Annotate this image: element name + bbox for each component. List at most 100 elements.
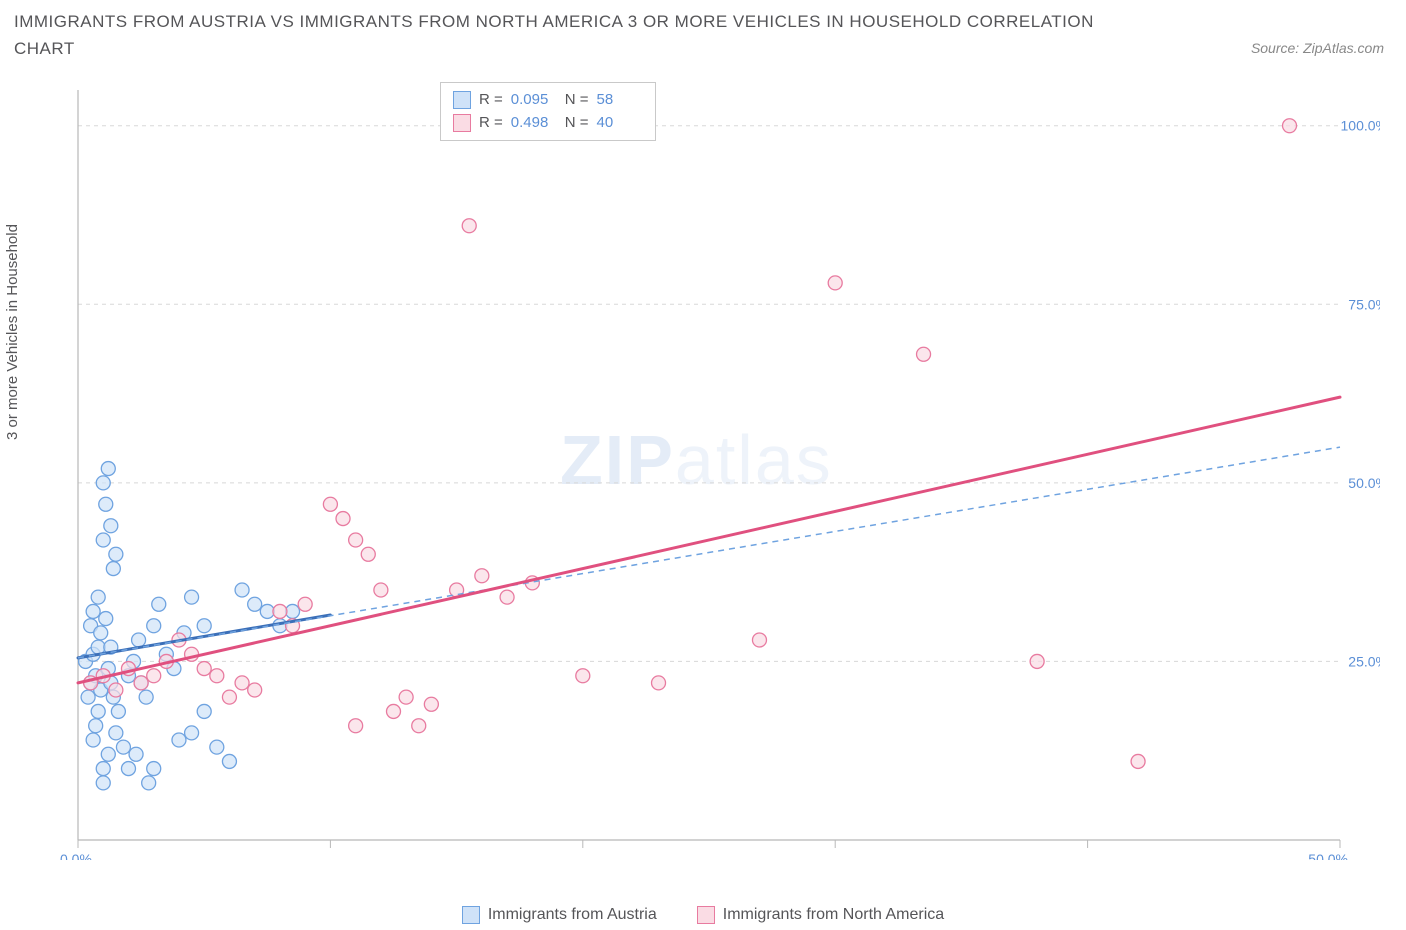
n-label: N = bbox=[565, 112, 589, 135]
data-point bbox=[399, 690, 413, 704]
data-point bbox=[336, 512, 350, 526]
data-point bbox=[86, 604, 100, 618]
data-point bbox=[361, 547, 375, 561]
r-label: R = bbox=[479, 89, 503, 112]
data-point bbox=[197, 662, 211, 676]
data-point bbox=[387, 704, 401, 718]
data-point bbox=[147, 762, 161, 776]
chart-area: 25.0%50.0%75.0%100.0%0.0%50.0% bbox=[50, 80, 1380, 860]
data-point bbox=[500, 590, 514, 604]
legend-item: Immigrants from Austria bbox=[462, 906, 657, 924]
data-point bbox=[1283, 119, 1297, 133]
data-point bbox=[828, 276, 842, 290]
data-point bbox=[96, 776, 110, 790]
data-point bbox=[99, 612, 113, 626]
legend-item: Immigrants from North America bbox=[697, 906, 944, 924]
data-point bbox=[210, 740, 224, 754]
r-value: 0.095 bbox=[511, 89, 557, 112]
data-point bbox=[101, 747, 115, 761]
data-point bbox=[298, 597, 312, 611]
data-point bbox=[248, 683, 262, 697]
data-point bbox=[129, 747, 143, 761]
data-point bbox=[134, 676, 148, 690]
data-point bbox=[286, 604, 300, 618]
bottom-legend: Immigrants from Austria Immigrants from N… bbox=[0, 906, 1406, 924]
legend-swatch bbox=[462, 906, 480, 924]
stats-row: R = 0.498 N = 40 bbox=[453, 112, 643, 135]
data-point bbox=[142, 776, 156, 790]
data-point bbox=[475, 569, 489, 583]
data-point bbox=[91, 640, 105, 654]
data-point bbox=[323, 497, 337, 511]
r-value: 0.498 bbox=[511, 112, 557, 135]
data-point bbox=[185, 726, 199, 740]
data-point bbox=[1030, 654, 1044, 668]
data-point bbox=[1131, 754, 1145, 768]
stats-row: R = 0.095 N = 58 bbox=[453, 89, 643, 112]
data-point bbox=[424, 697, 438, 711]
data-point bbox=[104, 519, 118, 533]
legend-swatch bbox=[453, 91, 471, 109]
data-point bbox=[349, 533, 363, 547]
data-point bbox=[917, 347, 931, 361]
data-point bbox=[94, 626, 108, 640]
legend-label: Immigrants from Austria bbox=[488, 906, 657, 924]
data-point bbox=[96, 476, 110, 490]
legend-swatch bbox=[453, 114, 471, 132]
trend-line-extrapolated bbox=[78, 447, 1340, 658]
data-point bbox=[91, 590, 105, 604]
data-point bbox=[235, 583, 249, 597]
data-point bbox=[91, 704, 105, 718]
n-value: 40 bbox=[597, 112, 643, 135]
data-point bbox=[101, 462, 115, 476]
n-label: N = bbox=[565, 89, 589, 112]
data-point bbox=[111, 704, 125, 718]
data-point bbox=[96, 533, 110, 547]
data-point bbox=[132, 633, 146, 647]
source-attribution: Source: ZipAtlas.com bbox=[1251, 40, 1384, 56]
data-point bbox=[106, 562, 120, 576]
data-point bbox=[412, 719, 426, 733]
data-point bbox=[99, 497, 113, 511]
data-point bbox=[235, 676, 249, 690]
data-point bbox=[248, 597, 262, 611]
data-point bbox=[152, 597, 166, 611]
data-point bbox=[116, 740, 130, 754]
scatter-plot: 25.0%50.0%75.0%100.0%0.0%50.0% bbox=[50, 80, 1380, 860]
data-point bbox=[139, 690, 153, 704]
data-point bbox=[89, 719, 103, 733]
data-point bbox=[81, 690, 95, 704]
data-point bbox=[222, 754, 236, 768]
data-point bbox=[222, 690, 236, 704]
r-label: R = bbox=[479, 112, 503, 135]
correlation-stats-box: R = 0.095 N = 58 R = 0.498 N = 40 bbox=[440, 82, 656, 141]
data-point bbox=[109, 683, 123, 697]
data-point bbox=[109, 547, 123, 561]
data-point bbox=[752, 633, 766, 647]
legend-label: Immigrants from North America bbox=[723, 906, 944, 924]
chart-title: IMMIGRANTS FROM AUSTRIA VS IMMIGRANTS FR… bbox=[14, 8, 1114, 62]
data-point bbox=[273, 604, 287, 618]
y-tick-label: 75.0% bbox=[1348, 296, 1380, 312]
data-point bbox=[96, 762, 110, 776]
data-point bbox=[172, 733, 186, 747]
data-point bbox=[109, 726, 123, 740]
y-tick-label: 100.0% bbox=[1341, 118, 1380, 134]
data-point bbox=[147, 669, 161, 683]
data-point bbox=[260, 604, 274, 618]
x-tick-label: 0.0% bbox=[60, 851, 92, 860]
data-point bbox=[349, 719, 363, 733]
data-point bbox=[462, 219, 476, 233]
trend-line bbox=[78, 397, 1340, 683]
data-point bbox=[374, 583, 388, 597]
data-point bbox=[652, 676, 666, 690]
n-value: 58 bbox=[597, 89, 643, 112]
data-point bbox=[185, 590, 199, 604]
data-point bbox=[210, 669, 224, 683]
x-tick-label: 50.0% bbox=[1308, 851, 1348, 860]
y-tick-label: 50.0% bbox=[1348, 475, 1380, 491]
data-point bbox=[576, 669, 590, 683]
data-point bbox=[86, 733, 100, 747]
data-point bbox=[197, 704, 211, 718]
data-point bbox=[197, 619, 211, 633]
